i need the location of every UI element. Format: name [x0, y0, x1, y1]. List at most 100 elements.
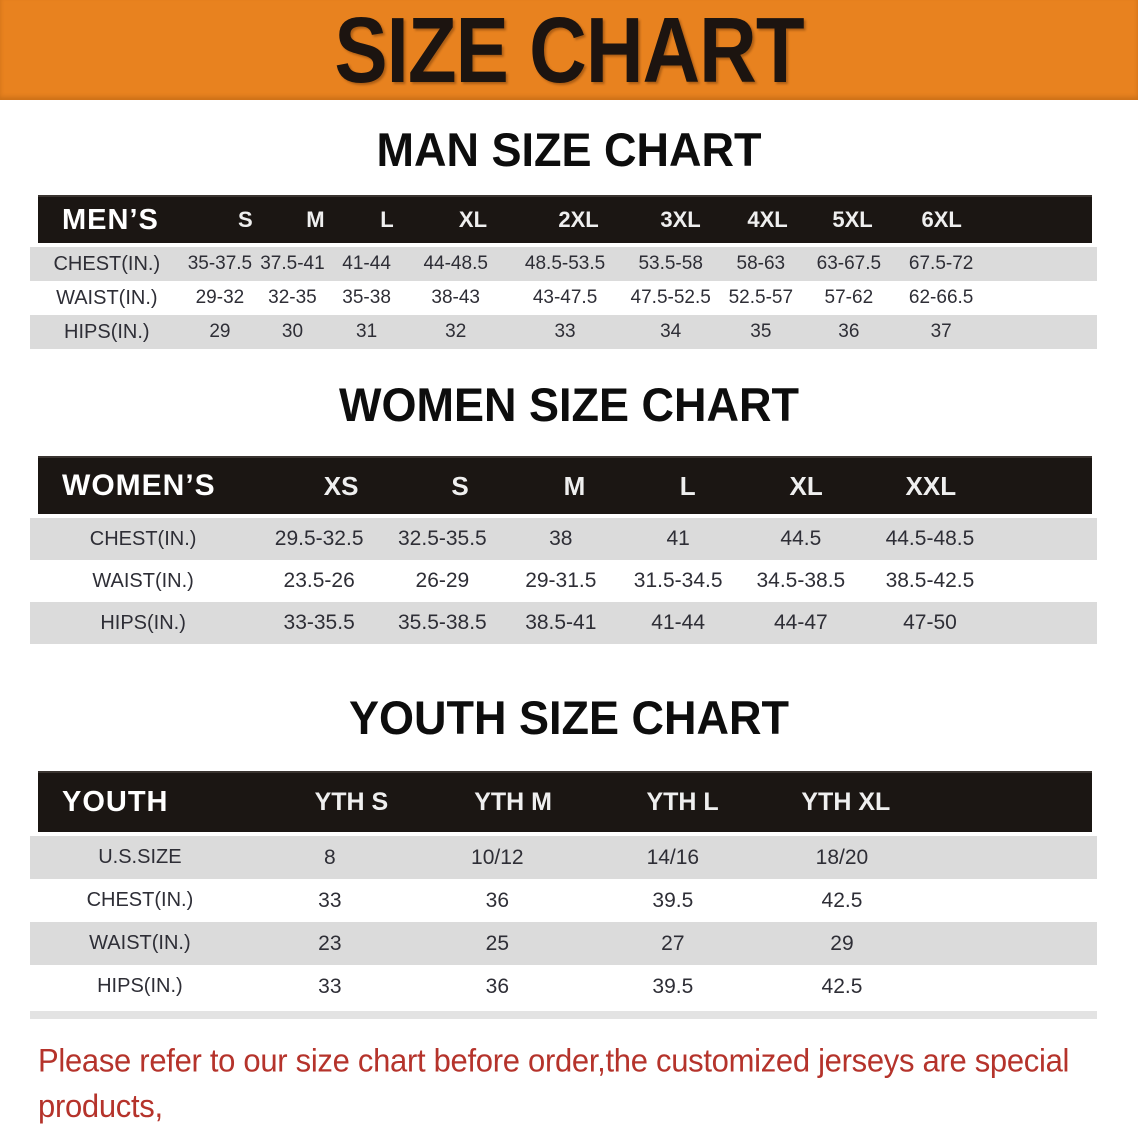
- youth-col-header-s: YTH S: [314, 788, 389, 816]
- table-cell: 29-31.5: [525, 569, 597, 592]
- table-cell: 23.5-26: [283, 569, 355, 592]
- table-cell: 31.5-34.5: [633, 569, 723, 592]
- table-cell: 39.5: [652, 888, 694, 912]
- youth-col-header-xl: YTH XL: [801, 788, 891, 816]
- men-row-chest: CHEST(IN.) 35-37.5 37.5-41 41-44 44-48.5…: [30, 247, 1097, 281]
- table-cell: 14/16: [646, 845, 700, 869]
- men-col-header-m: M: [306, 207, 325, 232]
- men-section-heading: MAN SIZE CHART: [376, 122, 762, 177]
- table-cell: 38-43: [431, 287, 480, 308]
- table-cell: 29-32: [195, 287, 245, 308]
- women-row-hips: HIPS(IN.) 33-35.5 35.5-38.5 38.5-41 41-4…: [30, 602, 1097, 644]
- men-row-waist: WAIST(IN.) 29-32 32-35 35-38 38-43 43-47…: [30, 281, 1097, 315]
- table-cell: 62-66.5: [908, 287, 974, 308]
- table-cell: 44.5: [780, 527, 822, 550]
- men-col-header-4xl: 4XL: [747, 207, 788, 232]
- section-men: MAN SIZE CHART MEN’S S M L XL 2XL 3XL 4X…: [0, 122, 1138, 349]
- banner-title: SIZE CHART: [334, 0, 804, 102]
- table-cell: 36: [485, 888, 510, 912]
- section-women: WOMEN SIZE CHART WOMEN’S XS S M L XL XXL…: [0, 377, 1138, 644]
- table-cell: 25: [485, 931, 510, 955]
- youth-section-heading: YOUTH SIZE CHART: [348, 690, 789, 745]
- table-cell: 33-35.5: [283, 611, 355, 634]
- table-cell: 41: [666, 527, 690, 550]
- table-cell: 44-47: [774, 611, 828, 634]
- table-cell: 36: [485, 974, 510, 998]
- men-col-header-xl: XL: [458, 207, 488, 232]
- row-label: HIPS(IN.): [64, 320, 150, 343]
- table-cell: 29.5-32.5: [274, 527, 364, 550]
- women-row-waist: WAIST(IN.) 23.5-26 26-29 29-31.5 31.5-34…: [30, 560, 1097, 602]
- table-cell: 29: [209, 321, 231, 342]
- table-cell: 26-29: [415, 569, 470, 592]
- table-cell: 38.5-42.5: [885, 569, 975, 592]
- women-section-heading: WOMEN SIZE CHART: [339, 377, 799, 432]
- women-col-header-m: M: [563, 470, 586, 501]
- women-col-header-s: S: [451, 470, 469, 501]
- table-cell: 58-63: [736, 253, 786, 274]
- disclaimer-line-1: Please refer to our size chart before or…: [38, 1042, 1070, 1125]
- table-cell: 63-67.5: [816, 253, 882, 274]
- row-label: WAIST(IN.): [92, 569, 194, 592]
- men-table-header: MEN’S S M L XL 2XL 3XL 4XL 5XL 6XL: [38, 195, 1092, 243]
- youth-col-header-m: YTH M: [474, 788, 553, 816]
- men-col-header-6xl: 6XL: [921, 207, 962, 232]
- table-cell: 8: [323, 845, 336, 869]
- row-label: CHEST(IN.): [53, 252, 161, 275]
- youth-row-waist: WAIST(IN.) 23 25 27 29: [30, 922, 1097, 965]
- table-cell: 42.5: [821, 888, 863, 912]
- row-label: U.S.SIZE: [98, 846, 182, 868]
- table-cell: 33: [554, 321, 576, 342]
- table-cell: 37.5-41: [260, 253, 325, 274]
- women-row-chest: CHEST(IN.) 29.5-32.5 32.5-35.5 38 41 44.…: [30, 518, 1097, 560]
- table-cell: 37: [930, 321, 952, 342]
- table-cell: 36: [838, 321, 860, 342]
- table-cell: 57-62: [824, 287, 874, 308]
- women-size-table: WOMEN’S XS S M L XL XXL CHEST(IN.) 29.5-…: [30, 456, 1097, 644]
- youth-table-header: YOUTH YTH S YTH M YTH L YTH XL: [38, 771, 1092, 832]
- table-cell: 34.5-38.5: [756, 569, 846, 592]
- men-row-hips: HIPS(IN.) 29 30 31 32 33 34 35 36 37: [30, 315, 1097, 349]
- table-cell: 32-35: [268, 287, 317, 308]
- table-cell: 44.5-48.5: [885, 527, 975, 550]
- men-col-header-l: L: [380, 207, 394, 232]
- row-label: WAIST(IN.): [89, 932, 191, 954]
- men-col-header-5xl: 5XL: [832, 207, 873, 232]
- row-label: HIPS(IN.): [97, 975, 183, 997]
- table-cell: 43-47.5: [532, 287, 598, 308]
- table-cell: 53.5-58: [638, 253, 703, 274]
- row-label: CHEST(IN.): [86, 889, 194, 911]
- table-cell: 52.5-57: [728, 287, 794, 308]
- youth-row-ussize: U.S.SIZE 8 10/12 14/16 18/20: [30, 836, 1097, 879]
- women-col-header-xxl: XXL: [905, 470, 957, 501]
- table-bottom-strip: [30, 1011, 1097, 1019]
- section-youth: YOUTH SIZE CHART YOUTH YTH S YTH M YTH L…: [0, 690, 1138, 1019]
- table-cell: 35-37.5: [187, 253, 253, 274]
- youth-row-hips: HIPS(IN.) 33 36 39.5 42.5: [30, 965, 1097, 1008]
- table-cell: 30: [281, 321, 304, 342]
- youth-row-chest: CHEST(IN.) 33 36 39.5 42.5: [30, 879, 1097, 922]
- table-cell: 38.5-41: [525, 611, 597, 634]
- women-col-header-xl: XL: [789, 470, 823, 501]
- women-col-header-l: L: [679, 470, 696, 501]
- youth-size-table: YOUTH YTH S YTH M YTH L YTH XL U.S.SIZE …: [30, 771, 1097, 1019]
- table-cell: 67.5-72: [908, 253, 974, 274]
- disclaimer: Please refer to our size chart before or…: [38, 1038, 1118, 1132]
- table-cell: 33: [318, 888, 342, 912]
- table-cell: 31: [356, 321, 378, 342]
- men-col-header-3xl: 3XL: [660, 207, 701, 232]
- row-label: CHEST(IN.): [89, 527, 197, 550]
- row-label: WAIST(IN.): [56, 286, 158, 309]
- table-cell: 35.5-38.5: [398, 611, 487, 634]
- table-cell: 48.5-53.5: [524, 253, 606, 274]
- table-cell: 32.5-35.5: [398, 527, 487, 550]
- table-cell: 38: [549, 527, 573, 550]
- row-label: HIPS(IN.): [100, 611, 186, 634]
- women-col-header-xs: XS: [323, 470, 359, 501]
- men-col-header-s: S: [238, 207, 253, 232]
- women-table-header: WOMEN’S XS S M L XL XXL: [38, 456, 1092, 514]
- banner: SIZE CHART: [0, 0, 1138, 102]
- table-cell: 35-38: [342, 287, 391, 308]
- table-cell: 42.5: [821, 974, 863, 998]
